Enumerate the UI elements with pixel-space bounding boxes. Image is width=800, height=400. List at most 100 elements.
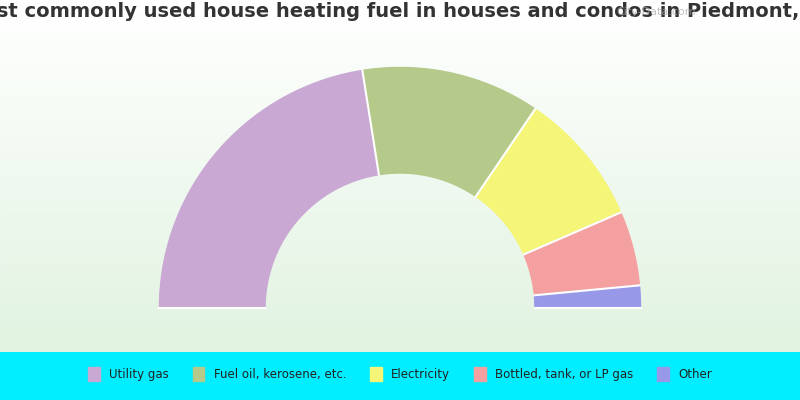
Bar [0,194,800,197]
Bar [0,229,800,232]
Bar [0,334,800,338]
Bar [0,320,800,324]
Bar [0,39,800,42]
Bar [0,18,800,21]
Bar [0,7,800,10]
Bar [0,106,800,109]
Bar [0,211,800,215]
Bar [0,151,800,155]
Bar [0,201,800,204]
Bar [0,56,800,60]
Bar [0,264,800,268]
Bar [0,208,800,211]
Bar [0,49,800,53]
Bar [0,324,800,327]
Bar [0,74,800,78]
Bar [0,144,800,148]
Bar [0,141,800,144]
Bar [0,88,800,92]
Bar [0,250,800,254]
Bar [0,60,800,63]
Bar [0,197,800,201]
Bar [0,246,800,250]
Polygon shape [362,68,535,196]
Bar [0,102,800,106]
Bar [0,137,800,141]
Bar [0,113,800,116]
Bar [0,222,800,225]
Bar [0,254,800,257]
Polygon shape [159,70,379,308]
Bar [0,70,800,74]
Bar [0,274,800,278]
Bar [0,134,800,137]
Text: City-Data.com: City-Data.com [616,7,696,17]
Bar [0,215,800,218]
Bar [0,120,800,123]
Bar [0,180,800,183]
Bar [0,84,800,88]
Bar [0,345,800,348]
Bar [0,166,800,169]
Bar [0,232,800,236]
Bar [0,25,800,28]
Bar [0,81,800,84]
Bar [0,204,800,208]
Bar [0,282,800,285]
Bar [0,236,800,239]
Bar [0,63,800,67]
Bar [0,127,800,130]
Bar [0,348,800,352]
Bar [0,292,800,296]
Polygon shape [534,285,641,308]
Bar [0,342,800,345]
Bar [0,158,800,162]
Bar [0,285,800,289]
Bar [0,225,800,229]
Bar [0,338,800,342]
Bar [0,183,800,186]
Bar [0,278,800,282]
Bar [0,78,800,81]
Bar [0,257,800,260]
Bar [0,53,800,56]
Bar [0,92,800,95]
Bar [0,123,800,127]
Bar [0,95,800,98]
Bar [0,299,800,303]
Bar [0,109,800,113]
Bar [0,310,800,313]
Bar [0,21,800,25]
Bar [0,306,800,310]
Bar [0,289,800,292]
Bar [0,331,800,334]
Bar [0,313,800,317]
Bar [0,130,800,134]
Bar [0,4,800,7]
Bar [0,303,800,306]
Bar [0,243,800,246]
Bar [0,296,800,299]
Bar [0,28,800,32]
Text: Most commonly used house heating fuel in houses and condos in Piedmont, DE: Most commonly used house heating fuel in… [0,2,800,21]
Bar [0,176,800,180]
Bar [0,116,800,120]
Bar [0,46,800,49]
Bar [0,169,800,172]
Bar [0,186,800,190]
Bar [0,10,800,14]
Bar [0,271,800,274]
Bar [0,42,800,46]
Bar [0,98,800,102]
Bar [0,327,800,331]
Polygon shape [476,109,621,254]
Bar [0,162,800,166]
Bar [0,268,800,271]
Bar [0,317,800,320]
Bar [0,32,800,35]
Bar [0,35,800,39]
Bar [0,155,800,158]
Bar [0,239,800,243]
Polygon shape [524,212,639,295]
Bar [0,148,800,151]
